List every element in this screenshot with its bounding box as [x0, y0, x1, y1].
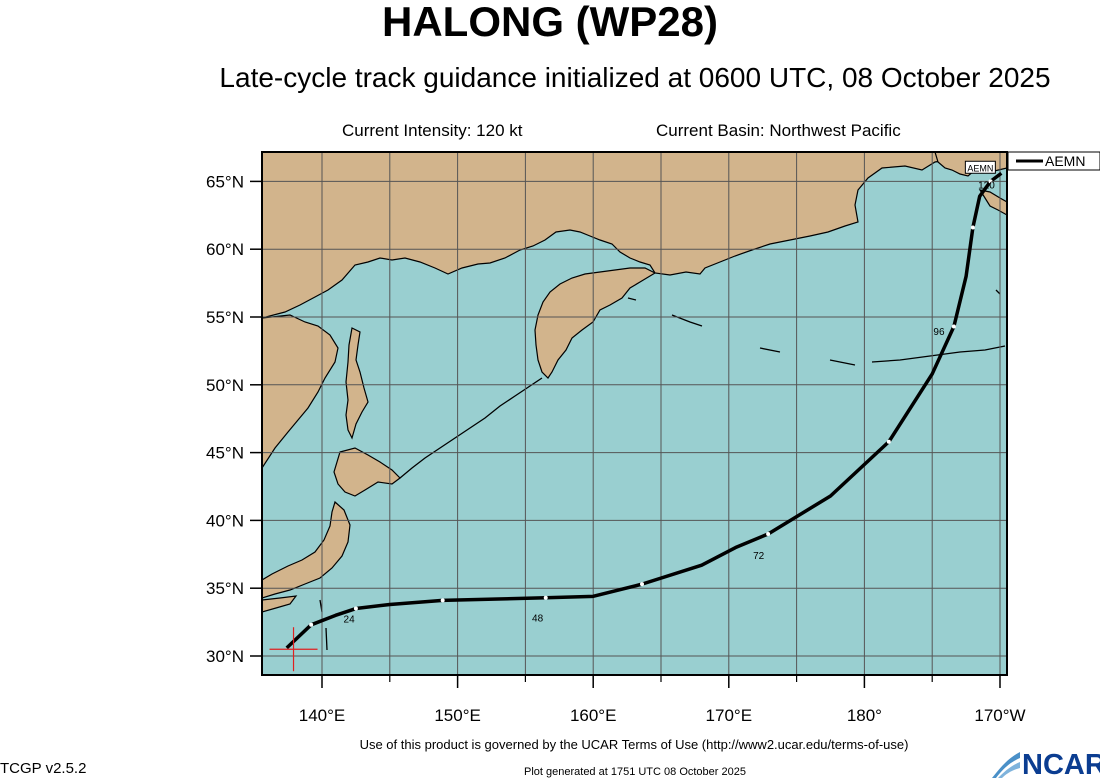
latitude-axis: 30°N 35°N 40°N 45°N 50°N 55°N 60°N 65°N [206, 172, 262, 666]
lat-label: 60°N [206, 240, 244, 259]
track-end-label: AEMN [967, 163, 993, 173]
legend-label: AEMN [1045, 153, 1085, 169]
track-marker [440, 598, 445, 603]
track-marker [970, 225, 975, 230]
track-hour-label: 48 [532, 613, 544, 624]
track-marker [886, 439, 891, 444]
track-line-aemn [285, 171, 1003, 650]
map-subtitle: Late-cycle track guidance initialized at… [219, 62, 1051, 93]
track-marker [353, 606, 358, 611]
track-hour-label: 72 [753, 551, 765, 562]
lat-label: 50°N [206, 376, 244, 395]
asia-siberia-coast [262, 152, 951, 319]
lat-label: 40°N [206, 511, 244, 530]
map-frame [261, 151, 1008, 676]
track-marker [309, 622, 314, 627]
kamchatka [534, 267, 657, 379]
manchuria-coast [262, 314, 339, 470]
lon-label: 160°E [570, 706, 617, 725]
track-hour-label: 24 [344, 615, 356, 626]
aleutian-islands [671, 314, 1006, 366]
ncar-logo-text: NCAR [1022, 749, 1100, 781]
lat-label: 45°N [206, 444, 244, 463]
lon-label: 170°W [974, 706, 1025, 725]
sakhalin [345, 327, 369, 440]
generated-time: Plot generated at 1751 UTC 08 October 20… [524, 766, 746, 778]
track-marker [640, 582, 645, 587]
lon-label: 140°E [299, 706, 346, 725]
lon-label: 150°E [434, 706, 481, 725]
land-masses [262, 152, 1007, 613]
legend: AEMN [1007, 151, 1100, 171]
track-marker [951, 324, 956, 329]
lon-label: 170°E [706, 706, 753, 725]
version-label: TCGP v2.5.2 [0, 760, 87, 777]
track-marker [766, 531, 771, 536]
ncar-logo: NCAR [990, 748, 1100, 781]
track-marker [543, 595, 548, 600]
current-intensity: Current Intensity: 120 kt [342, 121, 523, 140]
lat-label: 30°N [206, 647, 244, 666]
hokkaido [333, 447, 401, 497]
map-title: HALONG (WP28) [382, 0, 718, 45]
lon-label: 180° [847, 706, 882, 725]
kuril-islands [399, 377, 543, 479]
lat-label: 65°N [206, 172, 244, 191]
current-basin: Current Basin: Northwest Pacific [656, 121, 901, 140]
graticule [262, 152, 1007, 675]
bering-islands [627, 289, 1001, 301]
track-marker [988, 179, 993, 184]
longitude-axis: 140°E 150°E 160°E 170°E 180° 170°W [299, 675, 1026, 725]
kyushu [262, 595, 298, 613]
legend-box [1007, 151, 1100, 171]
island-chains [319, 289, 1006, 651]
track-end-label-box [964, 160, 996, 174]
ncar-logo-icon [992, 752, 1020, 778]
terms-of-use: Use of this product is governed by the U… [359, 737, 909, 752]
track-layer: 24 48 72 96 120 AEMN [269, 160, 1003, 672]
track-hour-label: 120 [978, 181, 995, 192]
lat-label: 35°N [206, 579, 244, 598]
lat-label: 55°N [206, 308, 244, 327]
track-hour-label: 96 [933, 327, 945, 338]
